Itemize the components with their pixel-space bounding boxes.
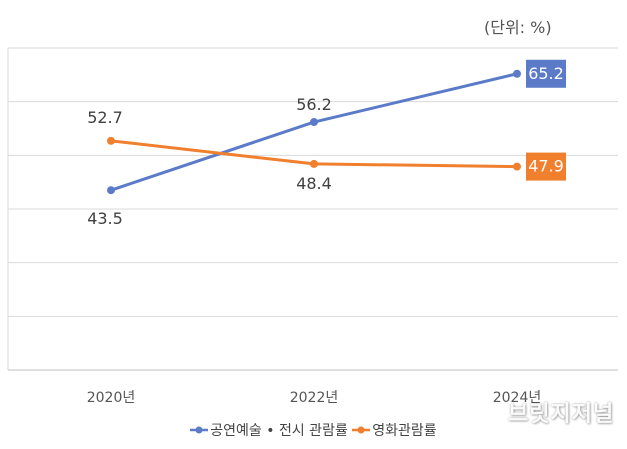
data-point-0-0 — [107, 186, 115, 195]
unit-label: (단위: %) — [484, 18, 552, 37]
data-label-box-0-2 — [526, 59, 566, 88]
data-label-0-1: 56.2 — [296, 95, 332, 114]
x-tick-label-1: 2022년 — [290, 390, 339, 406]
legend-marker-orange — [352, 426, 371, 434]
data-label-0-2: 65.2 — [528, 64, 564, 83]
legend: 공연예술 • 전시 관람률 영화관람률 — [0, 420, 627, 440]
data-label-1-1: 48.4 — [296, 174, 332, 193]
legend-label-performing-arts: 공연예술 • 전시 관람률 — [210, 423, 348, 439]
x-tick-label-0: 2020년 — [87, 390, 136, 406]
series-line-0 — [110, 72, 518, 192]
gridlines — [7, 47, 618, 371]
legend-item-performing-arts: 공연예술 • 전시 관람률 — [190, 420, 348, 440]
data-label-0-0: 43.5 — [87, 209, 123, 228]
series-lines — [107, 69, 521, 195]
x-tick-label-2: 2024년 — [493, 390, 542, 406]
legend-marker-blue — [190, 426, 209, 434]
data-point-0-1 — [310, 118, 318, 127]
x-axis-tick-labels: 2020년 2022년 2024년 — [87, 390, 542, 406]
legend-item-movie: 영화관람률 — [352, 420, 437, 440]
data-label-1-2: 47.9 — [528, 157, 564, 176]
data-label-1-0: 52.7 — [87, 108, 123, 127]
data-point-1-0 — [107, 136, 115, 145]
watermark: 브릿지저널 — [508, 402, 615, 427]
data-point-0-2 — [513, 69, 521, 78]
data-label-box-1-2 — [526, 152, 566, 181]
legend-label-movie: 영화관람률 — [372, 423, 437, 439]
data-point-1-2 — [513, 162, 521, 171]
data-labels: 43.5 56.2 65.2 52.7 48.4 47.9 — [87, 59, 566, 228]
data-point-1-1 — [310, 159, 318, 168]
